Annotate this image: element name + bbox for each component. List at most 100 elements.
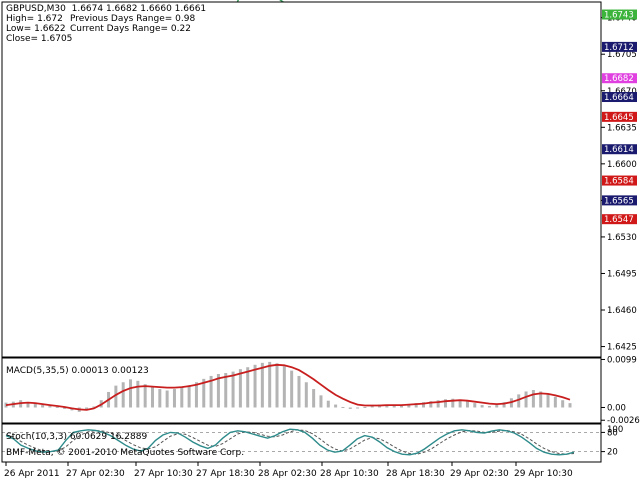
main-frame [1,1,602,358]
macd-bar [561,400,565,408]
stochastic-panel [2,428,601,456]
price-tag-r2: 1.6743 [604,11,634,21]
macd-bar [209,375,213,408]
macd-panel [4,361,572,412]
copyright-text: BMF-Meta, © 2001-2010 MetaQuotes Softwar… [6,448,245,458]
macd-bar [282,366,286,408]
macd-bar [158,389,162,408]
macd-bar [246,367,250,408]
time-tick-label: 27 Apr 18:30 [196,469,255,479]
macd-bar [275,363,279,408]
time-tick-label: 28 Apr 18:30 [386,469,445,479]
macd-bar [341,406,345,408]
price-tick-label: 1.6425 [607,343,637,353]
symbol-ohlc-line: GBPUSD,M30 1.6674 1.6682 1.6660 1.6661 [6,4,207,14]
macd-bar [231,371,235,408]
time-tick-label: 26 Apr 2011 [4,469,60,479]
macd-bar [180,387,184,408]
macd-bar [568,403,572,408]
macd-bar [297,375,301,408]
price-tag-bg-s2b [602,195,637,206]
macd-bar [495,405,499,408]
price-tick-label: 1.6530 [607,233,637,243]
macd-bar [392,405,396,408]
macd-tick-label: 0.0099 [607,355,637,365]
time-tick-label: 27 Apr 02:30 [66,469,125,479]
time-tick-label: 29 Apr 10:30 [514,469,573,479]
price-tag-bg-s1 [602,111,637,122]
macd-bar [436,400,440,408]
macd-bar [136,380,140,408]
macd-bar [114,385,118,408]
price-tick-label: 1.6670 [607,87,637,97]
macd-bar [150,387,154,408]
macd-bar [129,379,133,408]
macd-bar [92,406,96,408]
macd-bar [502,402,506,408]
price-tag-s3: 1.6547 [604,215,634,225]
macd-bar [48,406,52,408]
macd-bar [443,399,447,408]
macd-bar [224,373,228,408]
macd-bar [400,405,404,408]
macd-bar [187,385,191,408]
time-tick-label: 28 Apr 02:30 [258,469,317,479]
stoch-title: Stoch(10,3,3) 60.0629 16.2889 [6,432,148,442]
time-tick-label: 27 Apr 10:30 [134,469,193,479]
macd-bar [268,361,272,408]
macd-bar [363,406,367,408]
macd-bar [165,390,169,408]
macd-bar [238,369,242,408]
macd-bar [253,364,257,408]
stoch-main-line [5,428,575,456]
macd-bar [26,402,30,408]
price-tag-s1: 1.6645 [604,113,634,123]
time-tick-label: 28 Apr 10:30 [320,469,379,479]
macd-bar [41,405,45,408]
previous-days-range: Previous Days Range= 0.98 [70,14,196,24]
macd-bar [304,382,308,408]
macd-bar [407,404,411,408]
price-tag-s2: 1.6584 [604,177,634,187]
macd-bar [143,384,147,408]
close-value: Close= 1.6705 [6,34,73,44]
price-tag-s2b: 1.6565 [604,196,634,206]
price-tag-bg-s3 [602,214,637,225]
macd-tick-label: 0.00 [607,403,626,413]
macd-bar [326,400,330,408]
macd-tick-label: -0.00263 [607,416,640,426]
macd-bar [480,405,484,408]
macd-bar [319,395,323,408]
price-tick-label: 1.6600 [607,160,637,170]
price-tag-bg-low [602,144,637,155]
stoch-tick-label: 20 [607,448,618,458]
price-tag-r1: 1.6712 [604,43,634,53]
macd-bar [202,378,206,408]
macd-bar [194,382,198,408]
macd-bar [121,382,125,408]
price-tick-label: 1.6460 [607,306,637,316]
macd-bar [356,407,360,409]
macd-bar [531,390,535,408]
macd-signal-line [5,363,571,411]
macd-bar [348,407,352,409]
macd-bar [33,403,37,408]
macd-bar [546,393,550,408]
macd-bar [429,401,433,408]
macd-bar [216,374,220,408]
low-value: Low= 1.6622 [6,24,66,34]
macd-bar [524,391,528,408]
macd-bar [55,406,59,408]
macd-bar [85,407,89,411]
macd-bar [414,403,418,408]
price-tick-label: 1.6635 [607,123,637,133]
macd-bar [451,398,455,408]
macd-bar [370,405,374,408]
time-tick-label: 29 Apr 02:30 [450,469,509,479]
macd-bar [458,399,462,408]
macd-bar [422,402,426,408]
macd-bar [172,389,176,408]
macd-title: MACD(5,35,5) 0.00013 0.00123 [6,366,149,376]
macd-bar [63,407,67,409]
price-tag-low: 1.6614 [604,145,634,155]
